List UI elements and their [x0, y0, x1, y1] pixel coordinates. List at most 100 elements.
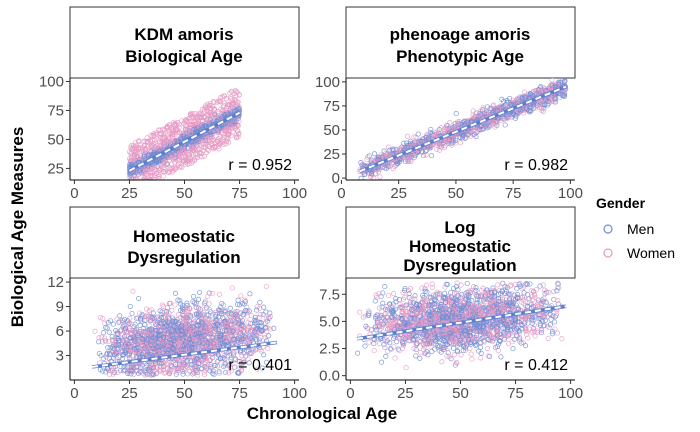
point-women [97, 315, 104, 321]
point-women [159, 139, 165, 145]
point-women [201, 317, 207, 323]
point-women [164, 125, 170, 131]
point-women [162, 159, 168, 166]
x-tick-label: 50 [176, 185, 193, 202]
point-men [96, 339, 102, 345]
point-men [236, 302, 243, 308]
point-women [173, 127, 179, 133]
point-men [428, 126, 434, 133]
point-women [130, 328, 136, 334]
point-men [151, 315, 157, 321]
point-women [145, 329, 151, 335]
point-men [240, 312, 246, 318]
point-women [208, 140, 214, 147]
point-women [241, 359, 247, 365]
point-men [230, 336, 237, 342]
point-women [193, 151, 199, 157]
point-men [561, 92, 567, 98]
point-women [403, 143, 409, 149]
strip-box [345, 6, 576, 79]
point-men [415, 150, 421, 156]
x-tick-label: 50 [448, 185, 465, 202]
point-women [239, 326, 245, 332]
point-women [139, 186, 143, 190]
point-women [223, 139, 229, 145]
point-men [487, 106, 493, 112]
point-women [121, 364, 127, 370]
point-women [144, 183, 148, 187]
point-men [254, 324, 261, 330]
fit-line [128, 111, 241, 172]
point-women [127, 177, 133, 180]
point-women [212, 144, 218, 150]
y-tick-label: 25 [47, 160, 64, 177]
point-women [232, 357, 238, 363]
point-men [135, 370, 142, 377]
point-women [238, 293, 244, 299]
point-women [215, 98, 221, 104]
point-women [130, 145, 136, 151]
point-women [162, 168, 168, 175]
point-women [224, 129, 230, 135]
point-women [148, 365, 154, 371]
point-women [128, 321, 134, 327]
point-men [415, 131, 421, 137]
y-tick-label: 50 [47, 131, 64, 148]
point-women [125, 367, 131, 373]
point-men [420, 152, 426, 159]
point-women [201, 136, 208, 142]
point-men [104, 351, 110, 357]
point-women [224, 138, 230, 144]
point-women [109, 337, 115, 343]
point-men [262, 324, 269, 330]
point-women [153, 167, 159, 173]
point-women [226, 125, 232, 131]
point-women [140, 178, 146, 180]
point-men [160, 345, 166, 351]
point-women [445, 123, 451, 129]
point-women [560, 78, 566, 82]
point-women [127, 156, 133, 162]
point-women [204, 146, 210, 153]
point-men [259, 365, 265, 371]
point-women [141, 154, 147, 160]
point-men [105, 320, 111, 326]
fit-line [359, 85, 567, 173]
point-women [214, 136, 220, 143]
point-men [109, 334, 115, 340]
point-men [208, 344, 214, 350]
point-women [142, 138, 148, 144]
point-women [259, 349, 265, 355]
point-women [480, 104, 486, 111]
point-men [100, 330, 106, 336]
point-women [206, 357, 212, 363]
point-men [150, 310, 156, 316]
point-men [552, 96, 558, 102]
point-women [207, 110, 213, 116]
point-women [549, 78, 555, 83]
point-women [205, 318, 211, 324]
point-men [211, 371, 217, 378]
point-men [230, 352, 236, 358]
point-men [256, 337, 262, 343]
point-women [265, 346, 271, 352]
point-women [199, 118, 205, 124]
point-men [490, 109, 496, 115]
point-women [143, 306, 150, 312]
point-men [110, 321, 116, 327]
point-women [103, 354, 109, 360]
point-women [481, 122, 487, 128]
point-women [153, 130, 159, 136]
point-men [251, 318, 257, 324]
point-women [236, 118, 242, 124]
point-men [258, 320, 264, 326]
point-women [377, 174, 383, 180]
point-women [210, 311, 216, 317]
point-men [397, 159, 403, 165]
point-men [523, 95, 529, 101]
point-women [201, 106, 207, 112]
point-women [216, 291, 223, 297]
point-men [254, 307, 260, 313]
point-women [165, 169, 171, 175]
point-women [173, 121, 179, 127]
